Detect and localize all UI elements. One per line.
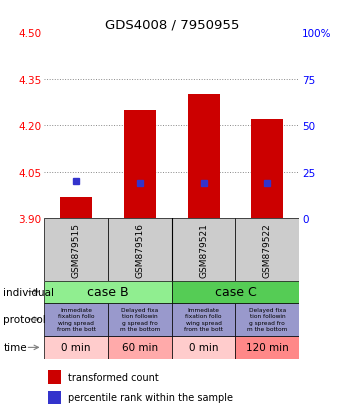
Text: Delayed fixa
tion followin
g spread fro
m the bottom: Delayed fixa tion followin g spread fro … [247,308,288,331]
Text: 0 min: 0 min [189,342,218,353]
Bar [188,95,220,219]
Text: GSM879516: GSM879516 [135,223,144,277]
Bar [172,303,235,336]
Text: transformed count: transformed count [68,372,159,382]
Text: GSM879515: GSM879515 [72,223,81,277]
Text: GSM879522: GSM879522 [263,223,272,277]
Text: Immediate
fixation follo
wing spread
from the bott: Immediate fixation follo wing spread fro… [184,308,223,331]
Bar [108,336,172,359]
Bar [44,303,108,336]
Bar [235,336,299,359]
Text: time: time [3,342,27,353]
Bar [108,303,172,336]
Bar [124,111,156,219]
Bar [60,197,92,219]
Bar [44,336,108,359]
Bar [44,281,172,303]
Text: case C: case C [215,285,256,298]
Text: case B: case B [87,285,129,298]
Bar [251,120,283,219]
Text: 0 min: 0 min [61,342,91,353]
Bar [172,281,299,303]
Bar [172,219,235,281]
Bar [48,370,61,384]
Title: GDS4008 / 7950955: GDS4008 / 7950955 [104,19,239,32]
Bar [235,219,299,281]
Text: individual: individual [3,287,54,297]
Bar [235,303,299,336]
Text: protocol: protocol [3,314,46,324]
Bar [172,336,235,359]
Bar [108,219,172,281]
Text: 60 min: 60 min [122,342,158,353]
Bar [48,391,61,404]
Text: GSM879521: GSM879521 [199,223,208,277]
Text: percentile rank within the sample: percentile rank within the sample [68,392,233,403]
Text: Delayed fixa
tion followin
g spread fro
m the bottom: Delayed fixa tion followin g spread fro … [120,308,160,331]
Bar [44,219,108,281]
Text: 120 min: 120 min [246,342,289,353]
Text: Immediate
fixation follo
wing spread
from the bott: Immediate fixation follo wing spread fro… [56,308,96,331]
